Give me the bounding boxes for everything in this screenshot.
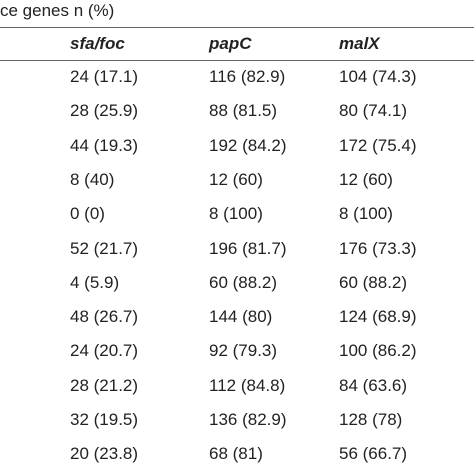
column-header-papc: papC [209,34,252,53]
table-cell: 8 (100) [209,204,263,223]
table-header-title: ce genes n (%) [0,1,115,20]
table-cell: 116 (82.9) [209,67,286,86]
table-cell: 60 (88.2) [209,273,278,292]
table-cell: 192 (84.2) [209,136,287,155]
table-cell: 24 (20.7) [70,341,139,360]
table-cell: 0 (0) [70,204,105,223]
column-header-sfa-foc: sfa/foc [70,34,125,53]
table-cell: 112 (84.8) [209,376,286,395]
table-cell: 12 (60) [339,170,393,189]
table-cell: 80 (74.1) [339,101,408,120]
table-cell: 44 (19.3) [70,136,139,155]
table-cell: 56 (66.7) [339,444,408,463]
table-cell: 28 (21.2) [70,376,139,395]
table-header-rule [0,60,474,61]
table-cell: 24 (17.1) [70,67,139,86]
table-top-rule [0,27,474,28]
table-cell: 172 (75.4) [339,136,417,155]
table-cell: 84 (63.6) [339,376,408,395]
table-cell: 28 (25.9) [70,101,139,120]
table-cell: 100 (86.2) [339,341,417,360]
table-cell: 68 (81) [209,444,263,463]
table-cell: 48 (26.7) [70,307,139,326]
table-cell: 144 (80) [209,307,273,326]
table-cell: 4 (5.9) [70,273,120,292]
table-cell: 92 (79.3) [209,341,278,360]
table-cell: 136 (82.9) [209,410,287,429]
table-cell: 128 (78) [339,410,403,429]
table-cell: 52 (21.7) [70,239,139,258]
table-cell: 32 (19.5) [70,410,139,429]
table-cell: 88 (81.5) [209,101,278,120]
table-cell: 104 (74.3) [339,67,417,86]
table-cell: 124 (68.9) [339,307,417,326]
table-cell: 12 (60) [209,170,263,189]
table-cell: 176 (73.3) [339,239,417,258]
table-cell: 60 (88.2) [339,273,408,292]
table-cell: 20 (23.8) [70,444,139,463]
table-cell: 8 (40) [70,170,115,189]
table-cell: 196 (81.7) [209,239,287,258]
table-cell: 8 (100) [339,204,393,223]
column-header-malx: malX [339,34,380,53]
